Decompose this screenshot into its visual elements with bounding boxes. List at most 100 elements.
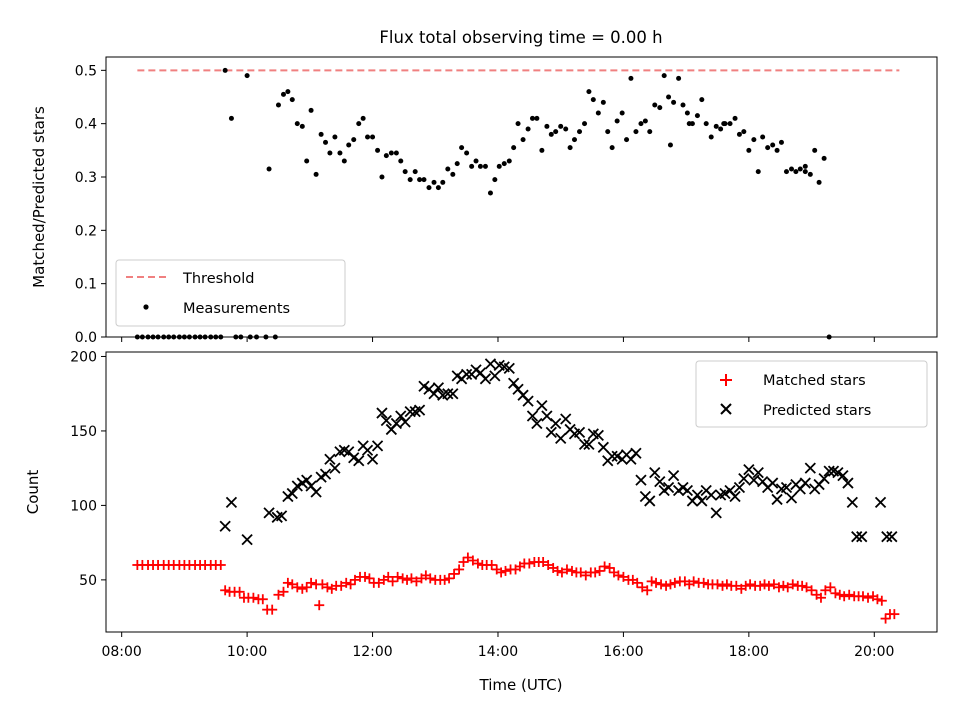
predicted-star-point [432,382,445,394]
matched-star-point [889,609,900,620]
measurement-point [699,97,705,103]
measurement-point [760,134,766,140]
measurement-point [807,171,813,177]
predicted-star-point [319,468,332,480]
predicted-star-point [418,380,430,392]
predicted-star-point [710,507,722,519]
predicted-star-point [846,496,858,509]
measurement-point [590,97,596,103]
predicted-star-point [856,531,868,543]
measurement-point [666,94,672,100]
measurement-point [426,185,432,191]
matched-star-point [287,579,298,590]
measurement-points-layer [134,67,832,340]
measurement-point [529,115,535,121]
measurement-point [577,129,583,135]
measurement-point [308,107,314,113]
matched-legend-label: Matched stars [763,373,866,389]
predicted-star-point [550,417,562,430]
matched-star-point [656,579,667,590]
matched-star-point [458,557,469,567]
measurement-point [816,179,822,185]
x-axis-label: Time (UTC) [479,676,563,694]
measurement-point [676,75,682,81]
measurement-point [313,171,319,177]
matched-star-point [360,571,371,582]
predicted-star-point [804,462,816,474]
matched-star-point [755,580,766,591]
predicted-star-point [743,464,755,476]
matched-star-point [220,585,231,596]
matched-star-point [566,565,577,576]
matched-star-point [349,574,360,585]
matched-star-point [575,567,586,578]
matched-star-point [486,559,497,570]
measurement-point [379,174,385,180]
matched-star-point [444,573,455,584]
bottom-x-axis-ticks: 08:00 10:00 12:00 14:00 16:00 18:00 20:00 [101,632,894,660]
measurement-point [421,177,427,183]
measurement-point [332,134,338,140]
matched-star-point [844,589,855,600]
x-tick-label: 18:00 [729,644,769,660]
matched-star-point [496,567,507,578]
matched-star-point [604,562,615,573]
measurement-point [582,121,588,127]
predicted-star-point [654,475,666,488]
predicted-star-point [719,487,731,500]
measurement-point [619,110,625,116]
measurement-point [765,145,771,151]
top-y-tick-label: 0.4 [75,117,97,133]
predicted-star-point [526,410,539,422]
matched-star-point [651,577,662,588]
predicted-star-point [413,404,426,416]
matched-star-point [632,577,643,588]
matched-star-point [782,582,793,593]
measurements-legend-swatch [143,304,149,310]
bottom-y-tick-label: 100 [70,498,97,514]
x-tick-label: 16:00 [603,644,643,660]
x-tick-label: 10:00 [227,644,267,660]
predicted-star-point [785,492,798,504]
measurement-point [244,73,250,79]
predicted-star-point [644,495,656,507]
predicted-star-point [479,373,492,385]
predicted-star-point [324,453,336,465]
measurement-point [778,139,784,145]
measurement-point [477,163,483,169]
matched-star-point [834,589,845,600]
matched-star-point [768,579,779,590]
matched-star-point [425,573,436,584]
measurement-point [473,158,479,164]
measurement-point [506,158,512,164]
top-y-tick-label: 0.2 [75,223,97,239]
matched-star-point [257,594,268,605]
predicted-star-point [404,405,416,418]
measurement-point [614,118,620,124]
predicted-stars-points-layer [219,358,898,546]
bottom-y-tick-label: 50 [79,573,97,589]
matched-star-point [763,580,774,591]
predicted-star-point [837,469,849,482]
matched-star-point [637,582,648,593]
predicted-star-point [606,450,618,462]
top-legend: Threshold Measurements [115,259,346,327]
matched-star-point [282,577,293,588]
matched-star-point [740,580,751,591]
matched-star-point [301,582,312,593]
matched-star-point [580,570,591,581]
predicted-star-point [597,441,609,453]
predicted-star-point [578,438,591,450]
measurement-point [802,163,808,169]
measurement-point [445,166,451,172]
measurement-point [393,150,399,156]
matched-star-point [665,579,676,590]
predicted-star-point [611,450,623,462]
matched-star-point [594,565,605,576]
predicted-star-point [681,484,694,497]
predicted-star-point [460,368,473,380]
matched-star-point [646,576,657,587]
matched-star-point [872,594,883,605]
predicted-star-point [780,481,793,494]
